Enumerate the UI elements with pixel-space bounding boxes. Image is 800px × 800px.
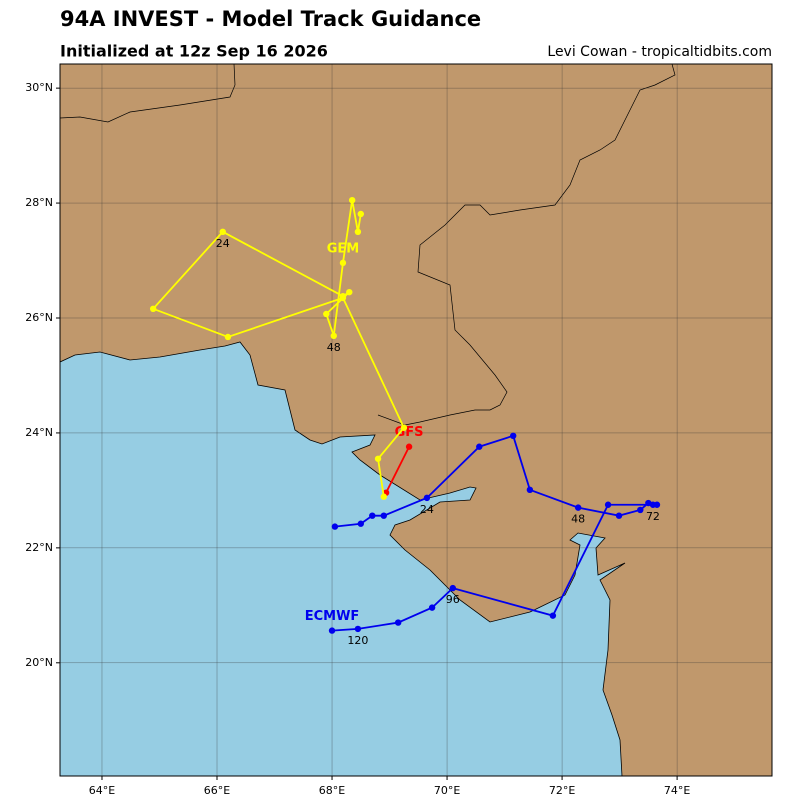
track-point (339, 292, 347, 300)
track-point (323, 310, 330, 318)
chart-subtitle: Initialized at 12z Sep 16 2026 (60, 42, 328, 61)
track-point (357, 210, 364, 218)
track-point (653, 501, 661, 508)
border (60, 64, 676, 426)
track-point (423, 494, 431, 502)
plot: 64°E 66°E 68°E 70°E 72°E 74°E 20°N 22°N 24°N 26°N… (25, 64, 772, 797)
track-point (339, 259, 347, 267)
track-point (604, 501, 612, 508)
frame (59, 63, 773, 777)
hour-label: 48 (571, 513, 585, 526)
track-point (357, 520, 364, 527)
hour-label: 24 (420, 503, 434, 516)
track-point (380, 493, 387, 500)
track-point (331, 523, 339, 530)
track-point (637, 506, 644, 514)
track-point (574, 504, 582, 511)
model-label: GEM (327, 241, 360, 256)
x-tick-label: 72°E (549, 784, 575, 797)
hour-label: 120 (347, 634, 368, 647)
x-tick-label: 66°E (204, 784, 230, 797)
track-point (509, 432, 517, 440)
track-point (615, 512, 623, 519)
track-point (328, 627, 336, 634)
track-point (354, 625, 362, 633)
x-tick-label: 74°E (664, 784, 690, 797)
track-point (449, 584, 457, 592)
track-point (330, 332, 337, 340)
track-point (346, 288, 353, 296)
track-point (348, 196, 356, 204)
track-point (219, 228, 226, 235)
track-point (405, 443, 413, 450)
track-line (385, 446, 410, 494)
track-point (380, 512, 387, 519)
track-point (549, 612, 557, 619)
land (60, 64, 772, 776)
y-tick-label: 28°N (25, 196, 53, 209)
model-label: ECMWF (305, 609, 360, 624)
track-point (374, 455, 382, 462)
y-tick-label: 30°N (25, 81, 53, 94)
credit: Levi Cowan - tropicaltidbits.com (547, 44, 772, 60)
y-tick-label: 22°N (25, 541, 53, 554)
hour-label: 24 (216, 237, 230, 250)
hour-label: 72 (646, 510, 660, 523)
y-tick-label: 24°N (25, 426, 53, 439)
track-point (149, 305, 157, 313)
chart-title: 94A INVEST - Model Track Guidance (60, 7, 481, 31)
hour-label: 96 (446, 593, 460, 606)
track-point (394, 619, 402, 626)
x-tick-label: 64°E (89, 784, 115, 797)
track-point (224, 333, 232, 341)
map (60, 64, 772, 776)
y-tick-label: 20°N (25, 656, 53, 669)
track-point (400, 424, 408, 431)
track-point (476, 443, 483, 450)
track-point (354, 228, 362, 235)
x-tick-label: 68°E (319, 784, 345, 797)
x-tick-label: 70°E (434, 784, 460, 797)
track-point (526, 486, 534, 494)
track-point (428, 604, 436, 611)
y-tick-label: 26°N (25, 311, 53, 324)
hour-label: 48 (327, 341, 341, 354)
track-point (369, 512, 376, 519)
